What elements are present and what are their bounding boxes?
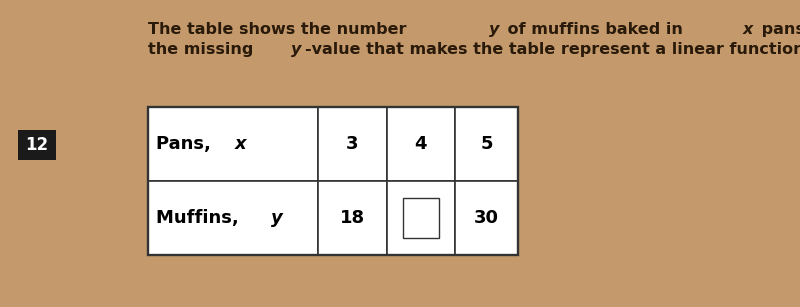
Text: 5: 5 (480, 135, 493, 153)
Text: the missing: the missing (148, 42, 259, 57)
Text: 4: 4 (414, 135, 427, 153)
Text: x: x (743, 22, 754, 37)
Text: y: y (489, 22, 499, 37)
Bar (386, 181, 455, 255)
Text: 3: 3 (346, 135, 358, 153)
Bar (386, 107, 455, 181)
Bar (148, 107, 318, 181)
Bar (455, 181, 518, 255)
Text: 18: 18 (340, 209, 365, 227)
Text: 30: 30 (474, 209, 499, 227)
Text: pans. What is: pans. What is (756, 22, 800, 37)
Bar (318, 107, 386, 181)
Bar (148, 181, 318, 255)
Text: of muffins baked in: of muffins baked in (502, 22, 689, 37)
Bar (455, 107, 518, 181)
Text: Muffins,: Muffins, (156, 209, 245, 227)
Bar (318, 181, 386, 255)
Text: -value that makes the table represent a linear function?: -value that makes the table represent a … (305, 42, 800, 57)
Text: The table shows the number: The table shows the number (148, 22, 412, 37)
Bar (148, 107, 518, 255)
Text: y: y (271, 209, 282, 227)
Text: x: x (235, 135, 246, 153)
Text: 12: 12 (26, 136, 49, 154)
Bar (18, 130, 56, 160)
Text: Pans,: Pans, (156, 135, 217, 153)
Text: y: y (291, 42, 302, 57)
Bar (403, 198, 438, 238)
